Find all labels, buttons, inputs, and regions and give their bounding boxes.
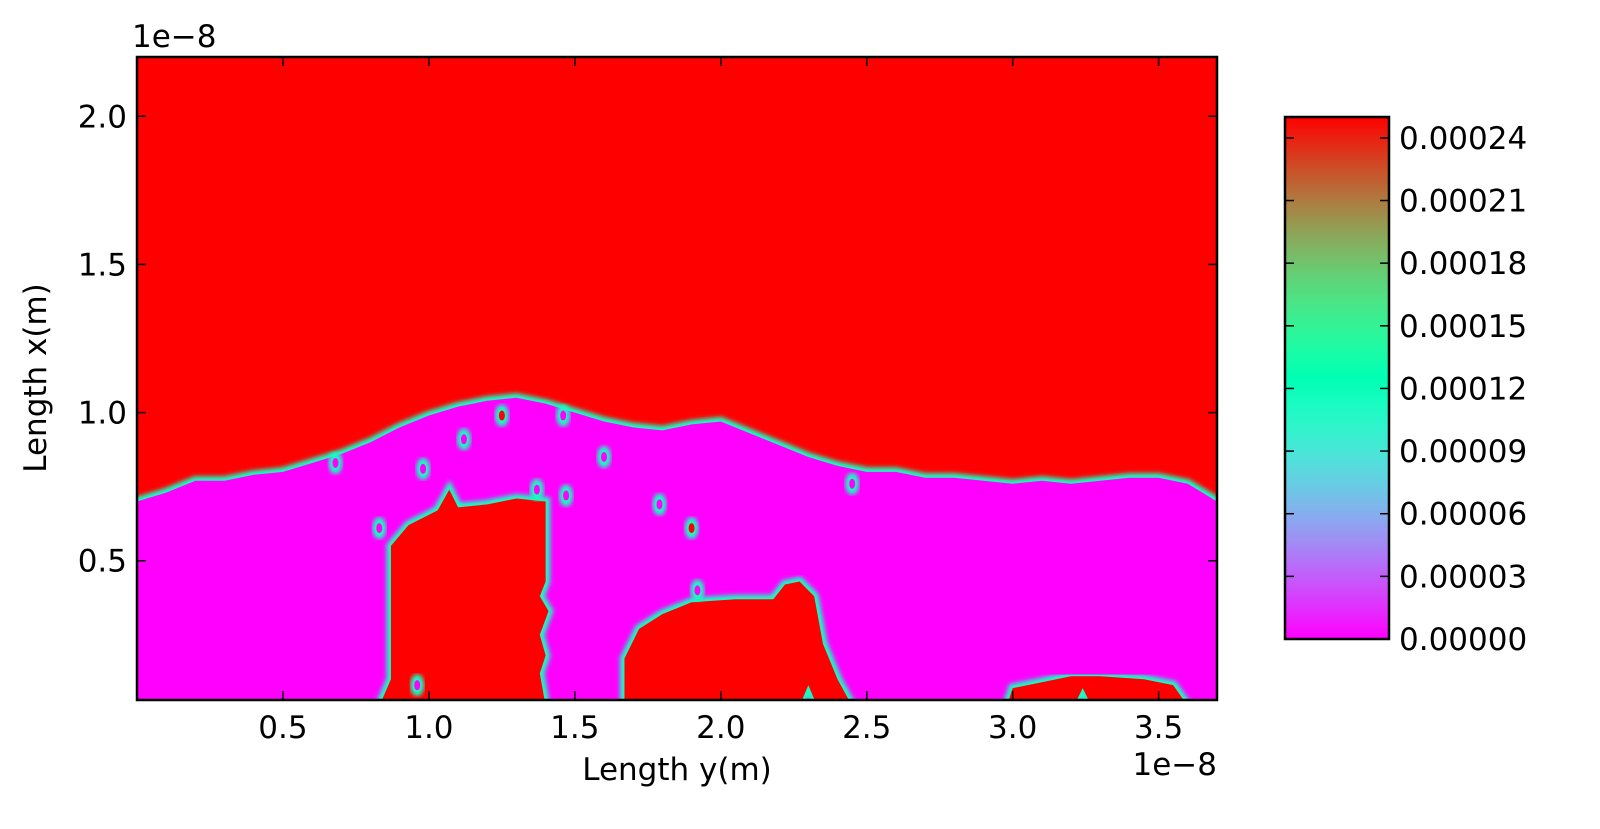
colorbar-tick-label: 0.00021 <box>1399 184 1527 220</box>
colorbar-tick-label: 0.00015 <box>1399 309 1527 345</box>
high-value-island-1 <box>381 489 549 700</box>
colorbar-ticks: 0.00000 0.00003 0.00006 0.00009 0.00012 0.000… <box>1285 121 1527 658</box>
colorbar-tick-label: 0.00009 <box>1399 434 1527 470</box>
x-offset-text: 1e−8 <box>1133 747 1218 783</box>
x-tick-label: 2.0 <box>696 710 745 746</box>
colorbar: 0.00000 0.00003 0.00006 0.00009 0.00012 0.000… <box>1283 115 1527 658</box>
x-tick-label: 1.5 <box>550 710 599 746</box>
y-tick-label: 0.5 <box>78 544 127 580</box>
heatmap-field <box>137 393 1217 700</box>
spot-10 <box>601 452 608 463</box>
plot-frame <box>135 55 1219 702</box>
y-tick-label: 1.5 <box>78 247 127 283</box>
colorbar-frame <box>1283 115 1391 641</box>
spot-4 <box>420 463 427 474</box>
spot-13 <box>694 585 701 596</box>
colorbar-tick-label: 0.00012 <box>1399 371 1527 407</box>
x-tick-label: 2.5 <box>842 710 891 746</box>
spot-6 <box>498 410 505 421</box>
y-axis-ticks: 0.5 1.0 1.5 2.0 <box>78 99 1217 580</box>
spot-2 <box>376 523 383 534</box>
spot-1 <box>332 457 339 468</box>
y-offset-text: 1e−8 <box>132 19 217 55</box>
x-tick-label: 0.5 <box>258 710 307 746</box>
colorbar-tick-label: 0.00003 <box>1399 559 1527 595</box>
x-tick-label: 3.0 <box>988 710 1037 746</box>
y-tick-label: 2.0 <box>78 99 127 135</box>
colorbar-tick-label: 0.00000 <box>1399 622 1527 658</box>
colorbar-gradient <box>1285 117 1389 639</box>
y-axis-label: Length x(m) <box>18 283 54 473</box>
high-value-island-3 <box>1008 676 1184 700</box>
spot-11 <box>656 499 663 510</box>
high-value-island-2 <box>624 581 849 700</box>
x-axis-label: Length y(m) <box>582 752 772 788</box>
x-tick-label: 1.0 <box>404 710 453 746</box>
spot-9 <box>563 490 570 501</box>
y-tick-label: 1.0 <box>78 396 127 432</box>
spot-5 <box>460 434 467 445</box>
x-axis-ticks: 0.5 1.0 1.5 2.0 2.5 3.0 3.5 <box>258 57 1183 746</box>
spot-14 <box>849 478 856 489</box>
spot-3 <box>414 680 421 691</box>
colorbar-tick-label: 0.00024 <box>1399 121 1527 157</box>
plot-area: 0.5 1.0 1.5 2.0 2.5 3.0 3.5 0.5 1.0 1.5 2.0 <box>78 55 1219 746</box>
colorbar-tick-label: 0.00006 <box>1399 497 1527 533</box>
colorbar-tick-label: 0.00018 <box>1399 246 1527 282</box>
spot-8 <box>560 410 567 421</box>
x-tick-label: 3.5 <box>1134 710 1183 746</box>
spot-12 <box>688 523 695 534</box>
spot-7 <box>533 484 540 495</box>
